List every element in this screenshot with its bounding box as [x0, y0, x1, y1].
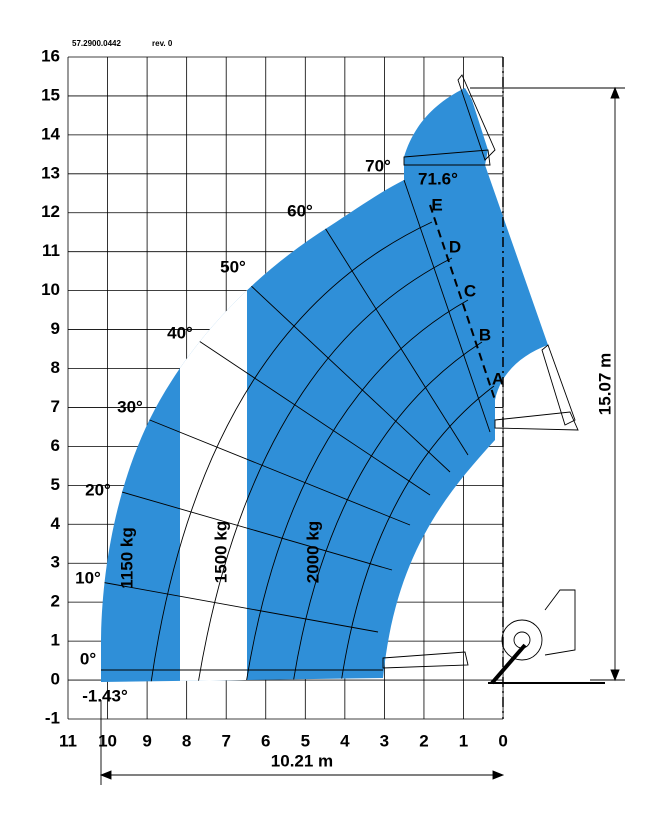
y-tick-label: 16	[41, 46, 60, 65]
y-tick-label: 5	[51, 475, 60, 494]
angle-label: 50°	[220, 257, 246, 276]
load-label: 2000 kg	[303, 521, 322, 583]
x-tick-label: 10	[98, 731, 117, 750]
y-tick-label: 4	[51, 514, 61, 533]
y-tick-label: 15	[41, 85, 60, 104]
extension-label: A	[492, 369, 504, 388]
y-tick-label: 14	[41, 124, 60, 143]
y-tick-label: 6	[51, 436, 60, 455]
angle-label: -1.43°	[82, 686, 128, 705]
y-tick-label: 3	[51, 553, 60, 572]
extension-label: B	[479, 325, 491, 344]
machine	[382, 74, 605, 685]
x-tick-label: 2	[419, 731, 428, 750]
x-tick-label: 4	[340, 731, 350, 750]
y-tick-label: 10	[41, 280, 60, 299]
y-tick-label: 0	[51, 670, 60, 689]
x-tick-label: 6	[261, 731, 270, 750]
y-tick-label: 13	[41, 163, 60, 182]
x-tick-label: 9	[142, 731, 151, 750]
y-tick-label: 1	[51, 631, 60, 650]
y-tick-label: 7	[51, 397, 60, 416]
x-tick-label: 0	[498, 731, 507, 750]
x-tick-label: 1	[459, 731, 468, 750]
extension-label: C	[464, 281, 476, 300]
white-band	[180, 88, 247, 682]
drawing-code: 57.2900.0442	[72, 39, 121, 48]
y-tick-label: 8	[51, 358, 60, 377]
load-label: 1500 kg	[211, 521, 230, 583]
dimensions	[99, 86, 625, 785]
x-tick-label: 5	[301, 731, 310, 750]
x-tick-label: 3	[380, 731, 389, 750]
x-tick-label: 11	[59, 731, 77, 750]
y-tick-label: 11	[42, 241, 60, 260]
y-tick-label: 12	[41, 202, 60, 221]
y-tick-label: 9	[51, 319, 60, 338]
height-dimension: 15.07 m	[595, 353, 614, 415]
angle-label: 60°	[287, 201, 313, 220]
angle-label: 40°	[167, 323, 193, 342]
angle-label: 70°	[365, 156, 391, 175]
angle-label: 0°	[80, 649, 96, 668]
y-tick-label: 2	[51, 592, 60, 611]
x-tick-label: 8	[182, 731, 191, 750]
angle-label: 71.6°	[418, 169, 458, 188]
revision: rev. 0	[152, 39, 173, 48]
max-extension-line	[429, 204, 496, 401]
y-tick-label: -1	[45, 708, 60, 727]
x-tick-label: 7	[221, 731, 230, 750]
reach-dimension: 10.21 m	[271, 751, 333, 770]
angle-label: 20°	[85, 480, 111, 499]
angle-label: 30°	[117, 397, 143, 416]
angle-label: 10°	[75, 568, 101, 587]
extension-label: E	[431, 195, 442, 214]
load-label: 1150 kg	[117, 527, 136, 588]
extension-label: D	[449, 237, 461, 256]
